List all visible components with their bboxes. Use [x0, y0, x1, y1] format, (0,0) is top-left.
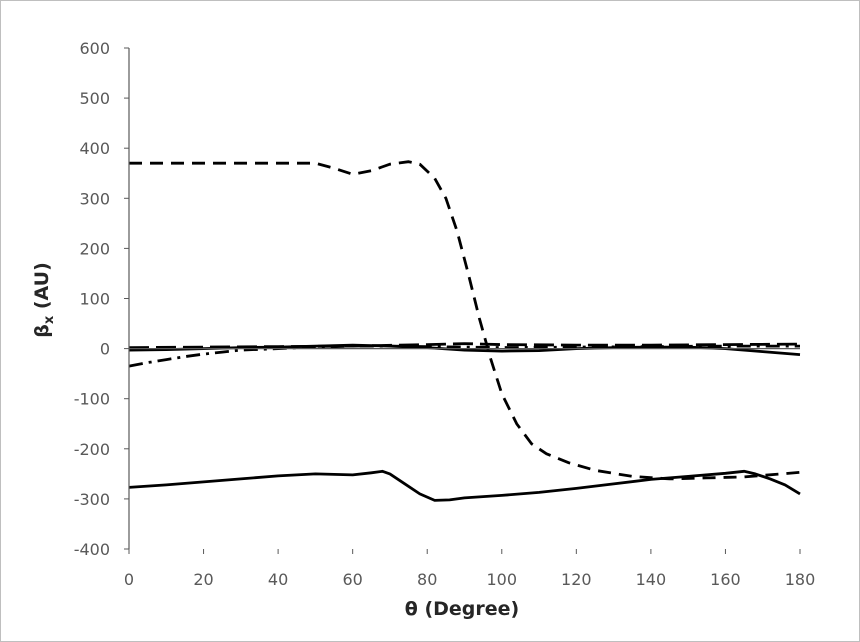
x-tick-label: 180: [785, 570, 816, 589]
series-line-2: [128, 469, 801, 502]
series-layer: [128, 160, 801, 502]
y-tick-label: -400: [74, 540, 110, 559]
y-tick-label: 400: [79, 139, 110, 158]
y-axis-title-sub: x: [42, 315, 57, 324]
y-axis-title: βx (AU): [31, 262, 57, 338]
y-axis-title-tail: (AU): [31, 262, 53, 316]
x-tick-label: 160: [710, 570, 741, 589]
x-tick-label: 140: [636, 570, 667, 589]
x-tick-label: 120: [561, 570, 592, 589]
x-tick-label: 0: [124, 570, 134, 589]
x-tick-label: 40: [268, 570, 288, 589]
axes-layer: [124, 47, 801, 554]
x-axis-title: θ (Degree): [405, 598, 519, 620]
y-tick-label: 600: [79, 39, 110, 58]
y-tick-label: 300: [79, 189, 110, 208]
y-tick-label: 500: [79, 89, 110, 108]
y-tick-label: -300: [74, 490, 110, 509]
y-tick-label: -100: [74, 390, 110, 409]
y-axis-title-main: β: [31, 324, 53, 338]
y-tick-label: 0: [100, 340, 110, 359]
x-tick-label: 20: [193, 570, 213, 589]
x-tick-label: 60: [342, 570, 362, 589]
x-tick-label: 80: [417, 570, 437, 589]
y-tick-label: -200: [74, 440, 110, 459]
x-tick-label: 100: [487, 570, 518, 589]
y-tick-label: 100: [79, 290, 110, 309]
tick-labels: -400 -300 -200 -100 0 100 200 300 400 500 600 0 20 40…: [74, 39, 816, 589]
series-line-5: [128, 342, 801, 349]
y-tick-label: 200: [79, 239, 110, 258]
series-line-1: [129, 160, 801, 481]
